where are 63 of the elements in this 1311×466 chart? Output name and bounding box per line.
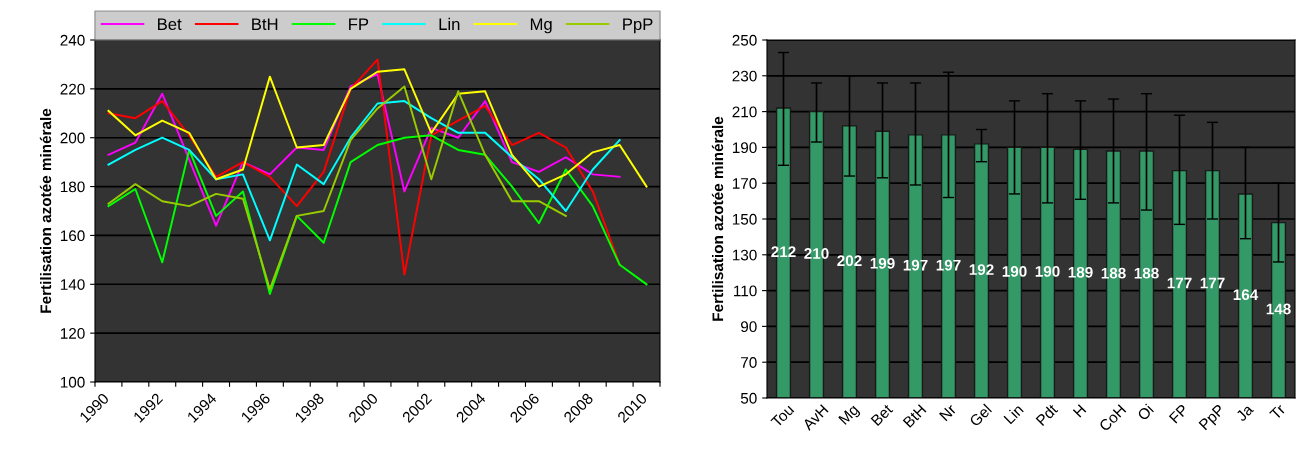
y-tick-label: 240 <box>60 34 85 46</box>
x-tick-label: Lin <box>1003 403 1024 425</box>
data-label: 199 <box>870 257 895 269</box>
data-label: 188 <box>1101 267 1126 279</box>
y-tick-label: 100 <box>60 376 85 388</box>
data-label: 212 <box>771 246 796 257</box>
data-label: 190 <box>1035 265 1060 277</box>
data-label: 148 <box>1266 303 1291 315</box>
x-tick-label: Bet <box>870 403 894 427</box>
x-tick-label: Tou <box>770 403 795 428</box>
legend-label: Mg <box>530 18 552 34</box>
x-tick-label: PpP <box>1198 403 1228 433</box>
data-label: 189 <box>1068 266 1093 278</box>
y-axis-title: Fertilisation azotée minérale <box>39 108 52 313</box>
x-tick-label: Gel <box>968 403 993 428</box>
y-tick-label: 120 <box>60 328 85 339</box>
data-label: 210 <box>804 248 829 259</box>
line-series <box>107 73 621 227</box>
legend-label: Bet <box>158 18 182 31</box>
data-label: 177 <box>1167 277 1192 289</box>
x-tick-label: Nr <box>939 403 957 422</box>
x-tick-label: H <box>1072 404 1087 418</box>
y-tick-label: 200 <box>60 132 85 144</box>
x-tick-label: Tr <box>1269 403 1287 421</box>
y-tick-label: 230 <box>732 70 757 82</box>
data-label: 188 <box>1134 267 1159 279</box>
line-series <box>107 85 567 291</box>
y-tick-label: 50 <box>740 392 757 404</box>
data-label: 192 <box>969 264 994 276</box>
legend-label: Lin <box>439 17 460 30</box>
y-tick-label: 70 <box>741 357 757 368</box>
y-tick-label: 160 <box>60 230 85 242</box>
y-tick-label: 180 <box>60 181 85 193</box>
y-tick-label: 90 <box>741 321 757 333</box>
x-tick-label: BtH <box>902 404 927 428</box>
x-tick-label: Ja <box>1235 403 1255 423</box>
y-tick-label: 130 <box>732 249 757 261</box>
y-tick-label: 190 <box>732 142 757 154</box>
y-tick-label: 210 <box>732 106 757 118</box>
legend-label: BtH <box>252 18 278 31</box>
data-label: 197 <box>903 259 928 271</box>
x-tick-label: FP <box>1168 403 1189 424</box>
y-axis-title: Fertilisation azotée minérale <box>711 116 724 321</box>
data-label: 190 <box>1002 265 1027 277</box>
line-series <box>107 68 648 188</box>
line-series <box>107 100 621 242</box>
data-label: 164 <box>1233 289 1259 301</box>
line-series <box>107 58 621 276</box>
y-tick-label: 110 <box>734 285 757 297</box>
data-label: 202 <box>837 255 862 267</box>
y-tick-label: 250 <box>732 34 757 46</box>
data-label: 177 <box>1200 277 1225 289</box>
y-tick-label: 140 <box>60 279 85 290</box>
legend-label: FP <box>349 18 369 30</box>
line-series <box>107 134 648 296</box>
legend-label: PpP <box>623 18 653 34</box>
x-tick-label: Pdt <box>1035 402 1059 427</box>
y-tick-label: 170 <box>732 178 757 189</box>
y-tick-label: 220 <box>60 83 85 95</box>
x-tick-label: Oi <box>1136 403 1155 422</box>
x-tick-label: Mg <box>838 403 862 428</box>
y-tick-label: 150 <box>732 213 757 225</box>
data-label: 197 <box>936 259 961 271</box>
